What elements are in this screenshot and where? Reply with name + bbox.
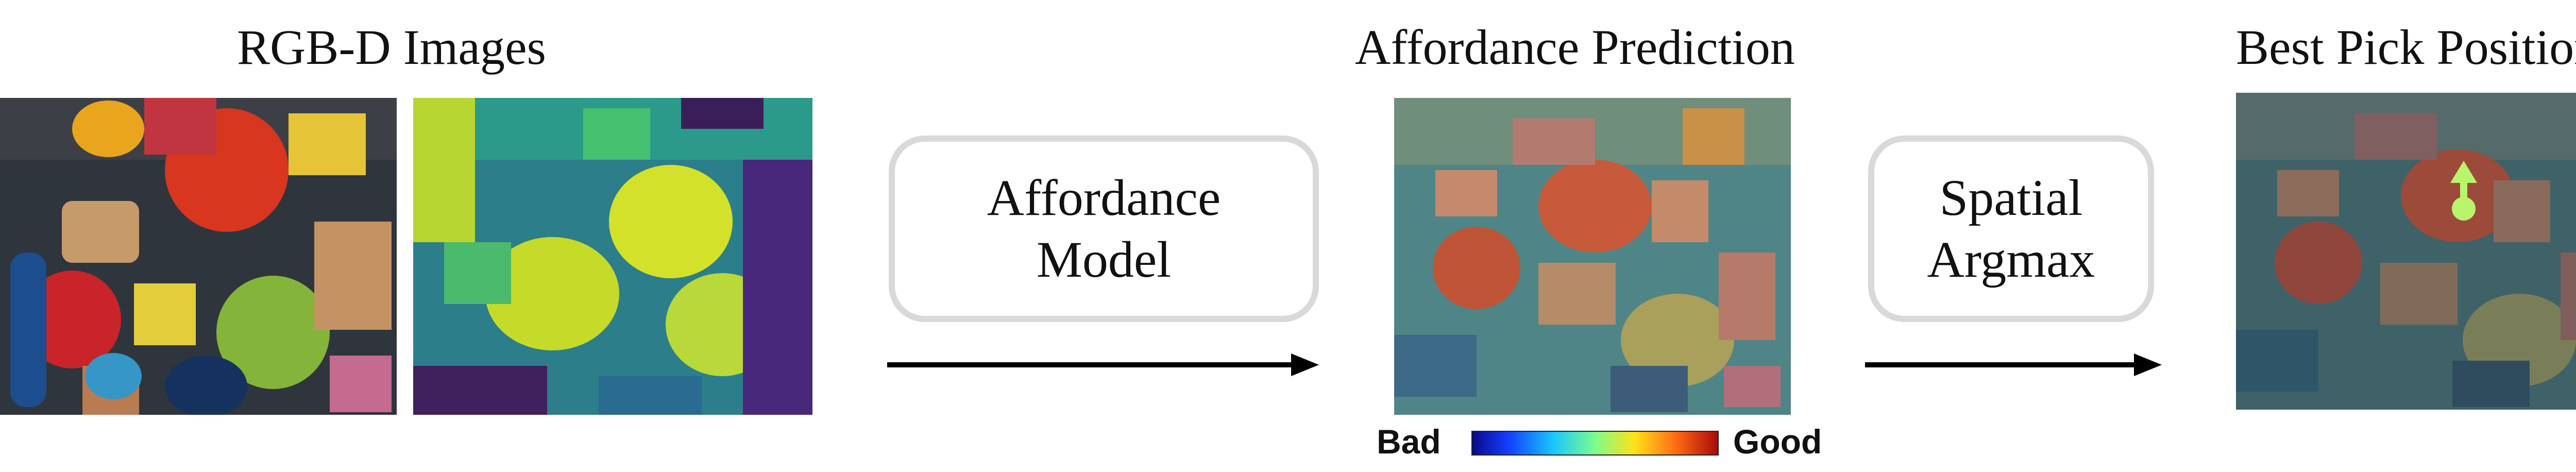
best-pick-position-title: Best Pick Position <box>2236 20 2576 75</box>
affordance-prediction-title: Affordance Prediction <box>1355 20 1795 75</box>
spatial-argmax-box: Spatial Argmax <box>1868 136 2154 322</box>
affordance-model-label-line1: Affordance <box>987 169 1221 226</box>
affordance-model-label-line2: Model <box>1036 231 1172 288</box>
best-pick-image <box>2236 93 2576 410</box>
spatial-argmax-label-line1: Spatial <box>1939 169 2083 226</box>
rgbd-images-title: RGB-D Images <box>237 20 546 75</box>
arrow-to-best-pick <box>1865 353 2162 376</box>
spatial-argmax-label-line2: Argmax <box>1927 231 2095 288</box>
affordance-heatmap-image <box>1394 98 1791 415</box>
colorbar-good-label: Good <box>1733 423 1822 461</box>
colorbar <box>1471 431 1719 456</box>
colorbar-bad-label: Bad <box>1377 423 1441 461</box>
depth-image <box>413 98 812 415</box>
affordance-model-box: Affordance Model <box>889 136 1319 322</box>
rgb-image <box>0 98 397 415</box>
arrow-to-affordance <box>887 353 1319 376</box>
